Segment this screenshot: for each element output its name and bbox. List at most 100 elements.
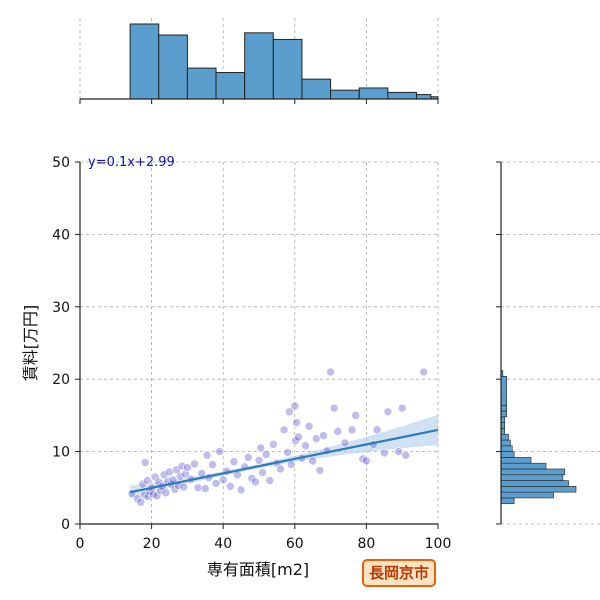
top-hist-bar-2 [186, 67, 217, 100]
right-hist-bar-0 [500, 497, 515, 505]
x-tick-label-0: 0 [76, 536, 85, 552]
scatter-point-47 [243, 453, 253, 462]
scatter-point-31 [190, 459, 199, 469]
scatter-point-87 [397, 403, 407, 413]
tick-labels: 0 20 40 60 80 100 0 10 20 30 40 50 [52, 155, 451, 552]
x-axis-label: 専有面積[m2] [207, 560, 309, 579]
scatter-point-78 [347, 425, 357, 435]
scatter-point-79 [351, 411, 360, 420]
top-hist-bar-10 [416, 94, 432, 100]
x-tick-label-1: 20 [143, 536, 161, 552]
regression-equation: y=0.1x+2.99 [88, 155, 175, 170]
scatter-point-17 [161, 488, 171, 498]
scatter-point-38 [211, 479, 221, 488]
top-hist-bar-8 [358, 87, 389, 100]
scatter-point-50 [254, 455, 264, 465]
scatter-point-59 [283, 448, 292, 457]
right-hist-bar-2 [500, 486, 577, 493]
right-hist-bar-8 [500, 451, 515, 458]
y-tick-label-5: 50 [52, 155, 70, 171]
top-hist-bar-5 [272, 38, 303, 100]
top-hist-bar-0 [129, 23, 160, 100]
top-hist-bar-6 [301, 78, 332, 100]
axes-layer [75, 98, 502, 529]
scatter-point-89 [419, 367, 428, 377]
scatter-point-72 [319, 431, 328, 440]
scatter-point-35 [202, 450, 212, 460]
scatter-point-49 [251, 477, 260, 487]
scatter-point-54 [265, 476, 275, 485]
scatter-point-51 [256, 443, 266, 453]
scatter-point-28 [181, 469, 190, 479]
scatter-point-45 [236, 485, 246, 495]
scatter-points [127, 367, 428, 507]
scatter-point-64 [292, 418, 301, 427]
scatter-point-58 [279, 425, 289, 435]
scatter-point-52 [258, 468, 267, 477]
scatter-point-62 [290, 401, 300, 411]
scatter-point-26 [177, 461, 187, 471]
scatter-point-2 [136, 497, 146, 507]
scatter-point-7 [143, 492, 153, 501]
y-tick-label-2: 20 [52, 372, 70, 388]
scatter-point-19 [165, 467, 174, 477]
scatter-point-57 [276, 464, 285, 474]
y-tick-label-3: 30 [52, 300, 70, 316]
scatter-point-75 [329, 403, 339, 413]
scatter-point-76 [333, 427, 343, 436]
right-hist-bar-10 [500, 439, 511, 447]
right-hist-bar-15 [500, 410, 507, 418]
top-hist-bar-7 [330, 89, 360, 100]
grid-layer [79, 18, 600, 525]
scatter-point-65 [294, 432, 303, 442]
scatter-point-70 [311, 434, 321, 443]
scatter-point-74 [326, 367, 335, 377]
scatter-point-11 [150, 472, 160, 482]
x-tick-label-2: 40 [214, 536, 232, 552]
right-hist-bar-17 [500, 376, 507, 406]
scatter-point-53 [261, 450, 271, 459]
scatter-point-22 [170, 484, 180, 494]
right-hist-bar-7 [500, 457, 532, 464]
scatter-point-25 [175, 471, 185, 481]
y-tick-label-1: 10 [52, 445, 70, 461]
y-tick-label-4: 40 [52, 227, 70, 243]
scatter-point-42 [226, 482, 235, 491]
scatter-point-43 [229, 457, 239, 467]
right-hist-bar-9 [500, 445, 513, 452]
scatter-point-69 [308, 456, 318, 466]
scatter-point-85 [383, 407, 393, 417]
scatter-point-61 [286, 460, 296, 469]
top-hist-bar-3 [215, 72, 246, 100]
y-axis-label: 賃料[万円] [21, 305, 40, 382]
top-hist-bar-1 [158, 34, 188, 100]
right-hist-bar-16 [500, 404, 507, 412]
scatter-point-6 [143, 476, 152, 485]
scatter-point-68 [304, 421, 314, 431]
scatter-point-71 [315, 466, 325, 475]
scatter-point-34 [201, 484, 210, 493]
top-histogram [129, 23, 439, 100]
scatter-point-3 [138, 479, 147, 489]
x-tick-label-5: 100 [425, 536, 452, 552]
scatter-point-16 [159, 470, 169, 480]
scatter-point-81 [362, 456, 371, 466]
right-hist-bar-11 [500, 433, 509, 441]
x-tick-label-3: 60 [286, 536, 304, 552]
scatter-point-39 [215, 447, 224, 456]
x-tick-label-4: 80 [357, 536, 375, 552]
top-hist-bar-9 [387, 91, 418, 100]
top-hist-bar-4 [244, 32, 274, 100]
scatter-point-32 [193, 483, 203, 493]
scatter-point-37 [208, 460, 217, 469]
scatter-point-88 [401, 450, 411, 460]
right-hist-bar-1 [500, 491, 554, 499]
y-tick-label-0: 0 [61, 517, 70, 533]
scatter-point-84 [379, 448, 389, 458]
scatter-point-1 [132, 494, 142, 503]
city-badge: 長岡京市 [362, 559, 437, 587]
scatter-point-27 [179, 482, 189, 492]
scatter-point-83 [372, 425, 382, 435]
right-hist-bar-4 [500, 474, 564, 481]
